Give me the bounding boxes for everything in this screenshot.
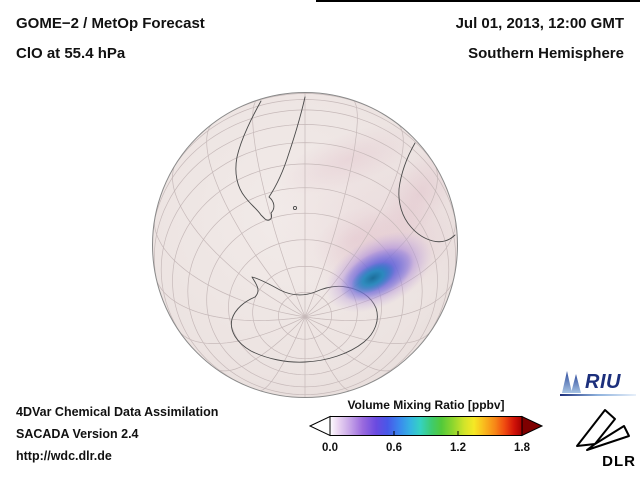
- globe-map: [149, 89, 461, 401]
- colorbar-tick-labels: 0.0 0.6 1.2 1.8: [308, 442, 544, 458]
- plot-title: GOME−2 / MetOp Forecast: [16, 15, 205, 32]
- colorbar-over-arrow: [521, 415, 544, 437]
- colorbar-bar: [308, 415, 544, 437]
- colorbar: Volume Mixing Ratio [ppbv]: [308, 398, 544, 458]
- graticule: [152, 92, 458, 398]
- tick-label-3: 1.8: [514, 442, 530, 454]
- colorbar-title: Volume Mixing Ratio [ppbv]: [347, 398, 505, 412]
- top-border-line: [316, 0, 640, 2]
- dlr-bird-icon: [576, 409, 630, 451]
- riu-cathedral-icon: [562, 371, 581, 393]
- riu-logo: RIU: [560, 369, 636, 396]
- dlr-logo: DLR: [568, 404, 636, 470]
- coastline-africa: [398, 142, 456, 243]
- clo-anomaly-blob: [325, 231, 433, 313]
- assimilation-label: 4DVar Chemical Data Assimilation: [16, 405, 219, 419]
- version-label: SACADA Version 2.4: [16, 427, 139, 441]
- coastline-south-america: [235, 96, 306, 221]
- footer-left: 4DVar Chemical Data Assimilation SACADA …: [16, 401, 218, 467]
- header-right: Jul 01, 2013, 12:00 GMT Southern Hemisph…: [456, 9, 624, 69]
- globe-limb-outline: [152, 92, 458, 398]
- colorbar-under-arrow: [308, 415, 331, 437]
- tick-label-0: 0.0: [322, 442, 338, 454]
- colorbar-tickmarks: [329, 431, 523, 436]
- hemisphere-label: Southern Hemisphere: [468, 45, 624, 62]
- datetime-label: Jul 01, 2013, 12:00 GMT: [455, 15, 624, 32]
- riu-underline: [560, 394, 636, 396]
- tick-label-2: 1.2: [450, 442, 466, 454]
- header-left: GOME−2 / MetOp Forecast ClO at 55.4 hPa: [16, 9, 205, 69]
- plot-subtitle: ClO at 55.4 hPa: [16, 45, 126, 62]
- coastline-falkland-island: [292, 205, 298, 211]
- colorbar-gradient-body: [329, 416, 523, 436]
- dlr-label: DLR: [602, 453, 636, 470]
- riu-label: RIU: [585, 371, 621, 393]
- globe-svg: [152, 92, 458, 398]
- tick-label-1: 0.6: [386, 442, 402, 454]
- coastline-antarctica: [230, 276, 378, 363]
- url-label: http://wdc.dlr.de: [16, 449, 112, 463]
